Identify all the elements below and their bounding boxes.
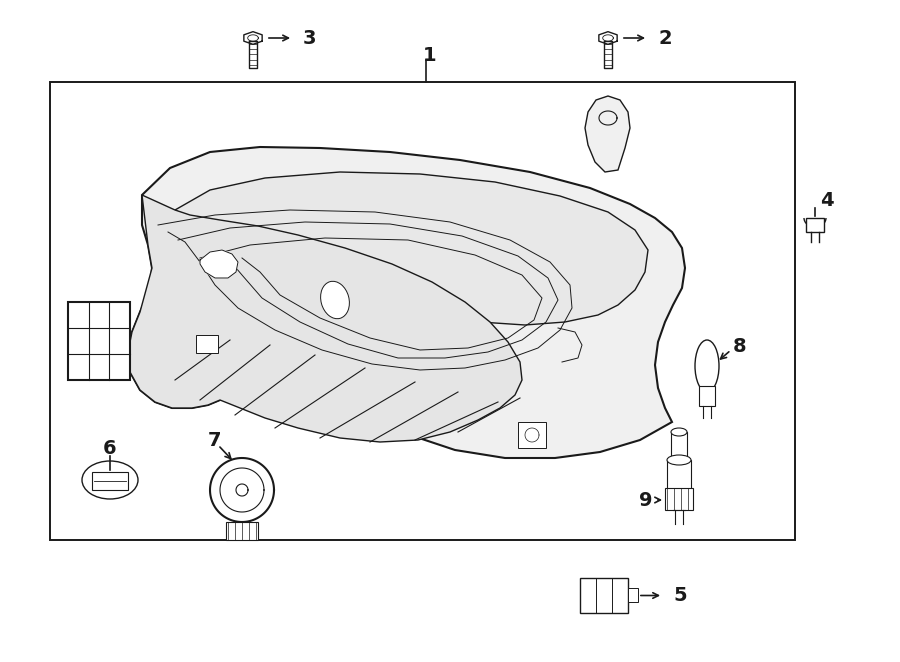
Bar (699, 386, 715, 406)
Ellipse shape (671, 428, 687, 436)
Polygon shape (248, 41, 257, 68)
Bar (92, 472, 128, 490)
Bar (671, 432, 687, 462)
Text: 1: 1 (423, 46, 436, 64)
Text: 8: 8 (733, 336, 747, 355)
Ellipse shape (695, 340, 719, 392)
Text: 2: 2 (658, 28, 671, 48)
Text: 7: 7 (208, 430, 221, 449)
Polygon shape (585, 96, 630, 172)
Text: 4: 4 (820, 191, 833, 209)
Bar (667, 460, 691, 490)
Polygon shape (128, 195, 522, 442)
Text: 3: 3 (303, 28, 317, 48)
Polygon shape (598, 32, 617, 44)
Text: 6: 6 (104, 438, 117, 457)
Polygon shape (175, 172, 648, 325)
Text: 9: 9 (640, 491, 653, 510)
Polygon shape (604, 41, 612, 68)
Bar (226, 522, 258, 540)
Ellipse shape (320, 281, 349, 318)
Bar (50, 82, 795, 540)
Bar (806, 218, 824, 232)
Text: 5: 5 (673, 586, 687, 605)
Bar (196, 335, 218, 353)
Bar (518, 422, 546, 448)
Polygon shape (128, 147, 685, 458)
Bar (68, 302, 130, 380)
Bar (628, 588, 638, 602)
Ellipse shape (667, 455, 691, 465)
Polygon shape (200, 250, 238, 278)
Ellipse shape (82, 461, 138, 499)
Polygon shape (244, 32, 262, 44)
Bar (580, 578, 628, 613)
Bar (665, 488, 693, 510)
